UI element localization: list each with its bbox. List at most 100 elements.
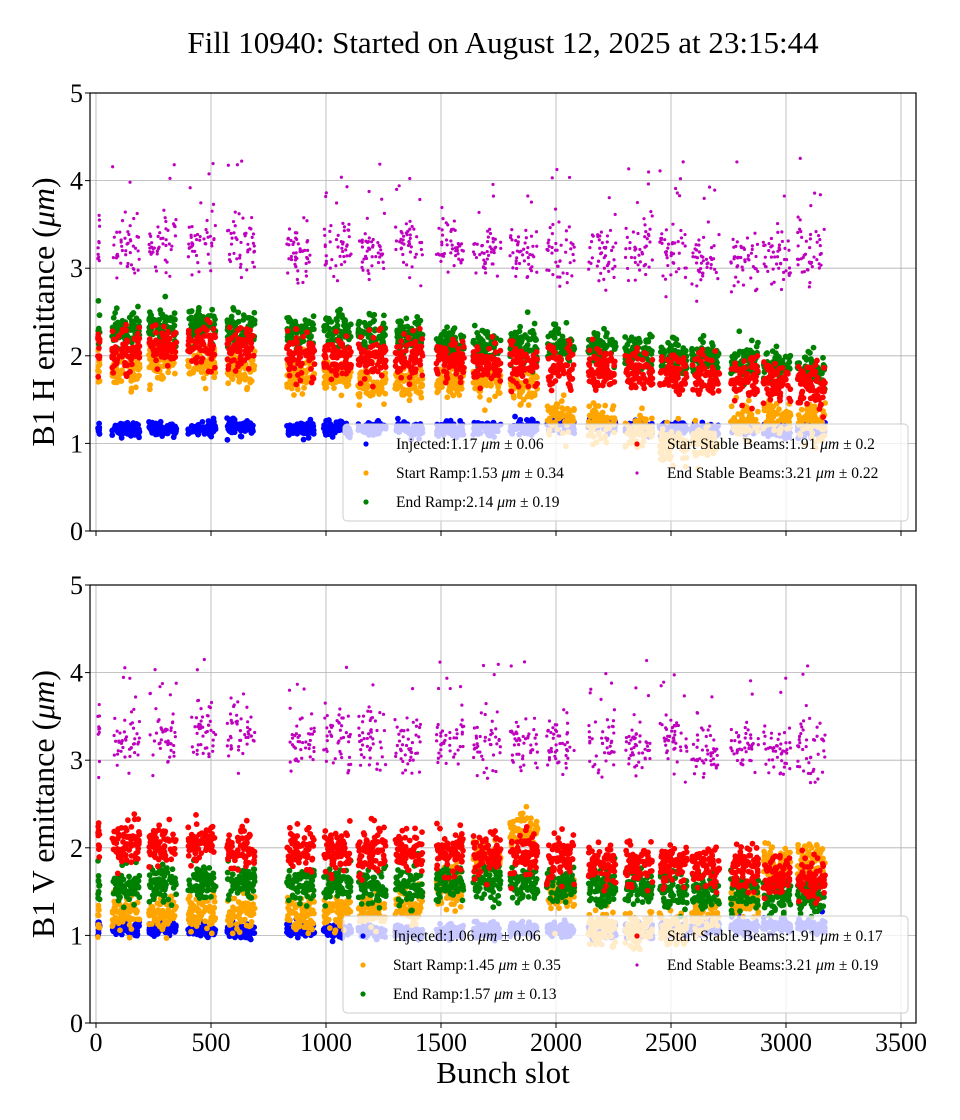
data-point xyxy=(199,418,206,425)
data-point xyxy=(495,372,502,379)
data-point xyxy=(740,350,747,357)
data-point xyxy=(291,392,297,398)
data-point xyxy=(339,370,346,377)
data-point xyxy=(361,375,368,382)
data-point xyxy=(210,325,217,332)
data-point xyxy=(398,374,405,381)
data-point xyxy=(401,330,407,337)
data-point xyxy=(597,338,604,345)
data-point xyxy=(470,353,477,360)
data-point xyxy=(569,414,576,421)
data-point xyxy=(798,406,805,413)
data-point xyxy=(531,320,538,327)
data-point xyxy=(206,319,213,326)
data-point xyxy=(556,360,563,367)
data-point xyxy=(544,403,551,410)
data-point xyxy=(366,310,373,317)
data-point xyxy=(405,334,412,341)
data-point xyxy=(248,344,255,351)
data-point xyxy=(495,357,501,363)
data-point xyxy=(560,392,567,399)
data-point xyxy=(300,436,307,443)
data-point xyxy=(773,410,780,416)
data-point xyxy=(363,368,370,375)
data-point xyxy=(369,391,376,398)
data-point xyxy=(556,415,563,422)
data-point xyxy=(763,351,770,357)
data-point xyxy=(559,405,566,411)
data-point xyxy=(237,348,244,355)
data-point xyxy=(136,372,142,379)
data-point xyxy=(232,331,239,338)
data-point xyxy=(122,350,129,357)
data-point xyxy=(435,357,442,364)
data-point xyxy=(436,383,443,390)
data-point xyxy=(109,328,116,335)
data-point xyxy=(525,336,532,343)
data-point xyxy=(323,361,330,368)
data-point xyxy=(416,344,423,351)
data-point xyxy=(460,333,467,340)
data-point xyxy=(118,434,125,441)
data-point xyxy=(534,374,540,381)
data-point xyxy=(523,416,530,423)
data-point xyxy=(241,428,248,434)
data-point xyxy=(417,330,424,337)
data-point xyxy=(296,360,303,366)
data-point xyxy=(459,338,466,345)
data-point xyxy=(124,419,131,426)
data-point xyxy=(689,351,695,358)
data-point xyxy=(611,379,618,385)
data-point xyxy=(748,337,755,344)
data-point xyxy=(433,366,440,373)
data-point xyxy=(151,349,158,356)
data-point xyxy=(484,331,491,338)
data-point xyxy=(333,421,340,428)
data-point xyxy=(522,378,529,385)
data-point xyxy=(773,343,780,350)
data-point xyxy=(599,409,606,416)
data-point xyxy=(600,415,607,422)
data-point xyxy=(803,356,810,363)
data-point xyxy=(341,348,347,355)
data-point xyxy=(597,368,603,375)
data-point xyxy=(224,317,231,324)
data-point xyxy=(305,423,312,430)
data-point xyxy=(404,323,411,330)
data-point xyxy=(534,380,541,387)
data-point xyxy=(525,383,532,390)
data-point xyxy=(406,374,413,381)
data-point xyxy=(130,310,137,316)
data-point xyxy=(149,427,156,434)
data-point xyxy=(623,346,629,353)
data-point xyxy=(247,319,254,326)
data-point xyxy=(455,345,462,352)
data-point xyxy=(357,334,364,340)
data-point xyxy=(700,339,706,346)
data-point xyxy=(441,368,447,374)
data-point xyxy=(212,316,218,323)
data-point xyxy=(511,394,517,401)
data-point xyxy=(284,423,290,429)
data-point xyxy=(507,351,514,357)
data-point xyxy=(589,336,596,343)
data-point xyxy=(441,357,448,364)
data-point xyxy=(231,357,237,363)
data-point xyxy=(376,327,383,334)
data-point xyxy=(370,334,377,341)
data-point xyxy=(403,315,410,322)
data-point xyxy=(208,430,215,437)
data-point xyxy=(483,363,490,369)
data-point xyxy=(321,381,328,387)
data-point xyxy=(297,425,303,432)
data-point xyxy=(730,417,737,424)
data-point xyxy=(592,355,599,362)
data-point xyxy=(136,434,142,441)
data-point xyxy=(492,367,498,374)
data-point xyxy=(201,333,208,339)
data-point xyxy=(787,352,794,359)
data-point xyxy=(456,392,463,398)
data-point xyxy=(407,340,414,347)
